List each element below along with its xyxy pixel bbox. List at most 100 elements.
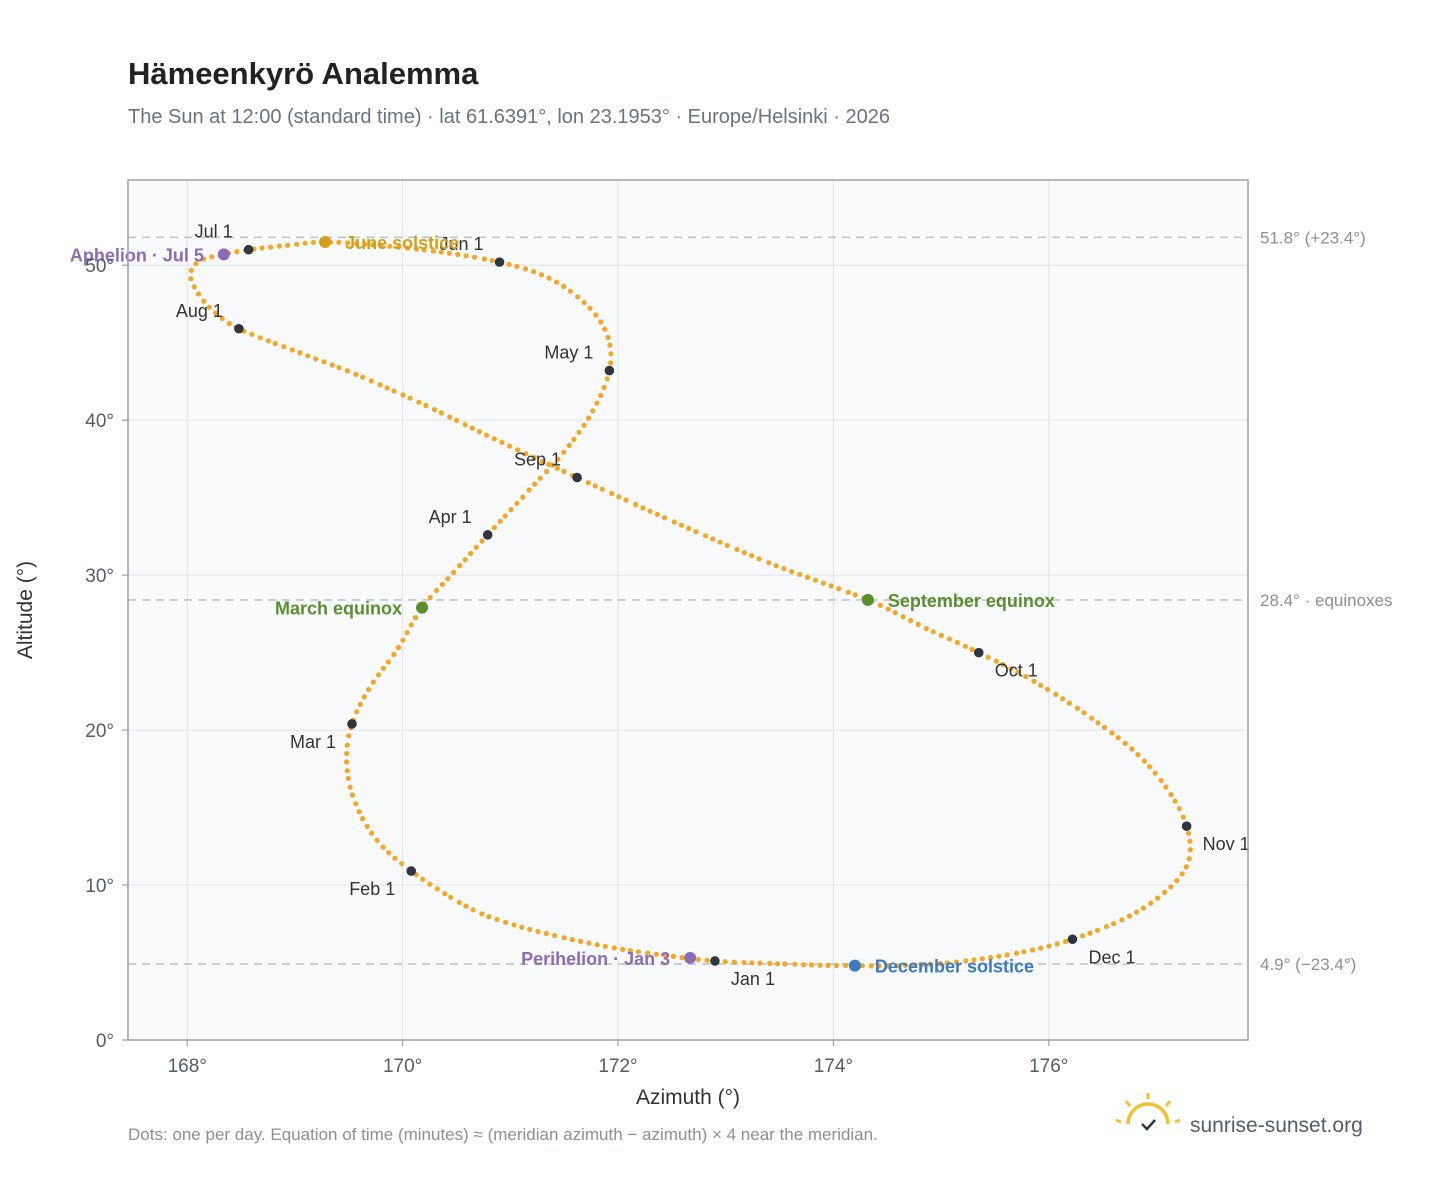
daily-dot	[219, 315, 225, 322]
month-label: May 1	[544, 343, 593, 363]
daily-dot	[1168, 884, 1174, 890]
daily-dot	[497, 518, 503, 524]
daily-dot	[196, 291, 202, 297]
daily-dot	[585, 480, 591, 486]
daily-dot	[479, 538, 485, 544]
daily-dot	[1179, 871, 1185, 877]
daily-dot	[507, 443, 513, 449]
daily-dot	[1053, 691, 1059, 698]
daily-dot	[360, 374, 366, 380]
reference-line-label: 28.4° · equinoxes	[1260, 591, 1393, 610]
daily-dot	[430, 248, 436, 254]
daily-dot	[722, 959, 728, 965]
daily-dot	[734, 546, 740, 553]
daily-dot	[191, 284, 197, 290]
daily-dot	[302, 240, 308, 246]
daily-dot	[812, 577, 819, 583]
daily-dot	[259, 245, 265, 251]
daily-dot	[586, 940, 592, 946]
daily-dot	[774, 961, 781, 967]
daily-dot	[828, 583, 834, 589]
daily-dot	[404, 245, 410, 251]
daily-dot	[1066, 700, 1072, 706]
month-label: Jan 1	[731, 969, 775, 989]
daily-dot	[448, 894, 454, 900]
month-label: Dec 1	[1088, 947, 1135, 967]
daily-dot	[1140, 905, 1146, 911]
daily-dot	[731, 959, 738, 965]
event-label: December solstice	[875, 957, 1034, 977]
daily-dot	[1174, 878, 1180, 884]
daily-dot	[653, 951, 660, 957]
daily-dot	[1162, 889, 1168, 896]
daily-dot	[741, 959, 747, 966]
daily-dot	[569, 937, 575, 943]
grid	[128, 180, 1248, 1041]
daily-dot	[384, 385, 390, 391]
daily-dot	[1168, 792, 1174, 798]
daily-dot	[484, 432, 490, 438]
event-marker	[217, 248, 230, 261]
daily-dot	[627, 948, 633, 954]
daily-dot	[427, 594, 433, 601]
daily-dot	[1163, 784, 1169, 790]
y-tick-label: 30°	[85, 566, 114, 587]
daily-dot	[678, 522, 685, 528]
daily-dot	[407, 395, 413, 401]
brand-link[interactable]: sunrise-sunset.org	[1190, 1114, 1363, 1137]
daily-dot	[469, 425, 475, 431]
daily-dot	[1148, 900, 1154, 906]
daily-dot	[268, 244, 274, 250]
daily-dot	[416, 399, 422, 405]
daily-dot	[633, 501, 639, 508]
daily-dot	[234, 249, 240, 255]
event-marker	[416, 601, 428, 614]
daily-dot	[442, 891, 448, 897]
month-label: Sep 1	[514, 450, 561, 470]
daily-dot	[561, 449, 567, 455]
daily-dot	[336, 239, 342, 245]
daily-dot	[546, 275, 552, 281]
daily-dot	[473, 544, 479, 550]
daily-dot	[427, 881, 433, 887]
daily-dot	[647, 508, 653, 514]
daily-dot	[1029, 947, 1036, 953]
daily-dot	[206, 304, 212, 310]
daily-dot	[645, 950, 651, 956]
x-axis-label: Azimuth (°)	[636, 1086, 740, 1109]
daily-dot	[971, 957, 977, 963]
daily-dot	[438, 249, 444, 255]
daily-dot	[877, 602, 884, 609]
chart-subtitle: The Sun at 12:00 (standard time) · lat 6…	[128, 106, 890, 128]
daily-dot	[1186, 856, 1192, 862]
daily-dot	[1000, 662, 1006, 668]
daily-dot	[486, 914, 492, 920]
daily-dot	[370, 679, 376, 685]
daily-dot	[1054, 941, 1060, 947]
daily-dot	[281, 344, 287, 350]
daily-dot	[413, 615, 419, 621]
daily-dot	[439, 581, 445, 588]
daily-dot	[1172, 798, 1178, 804]
daily-dot	[499, 439, 505, 445]
daily-dot	[1103, 924, 1109, 930]
daily-dot	[380, 665, 386, 672]
daily-dot	[413, 246, 420, 252]
daily-dot	[336, 365, 342, 371]
daily-dot	[201, 298, 207, 304]
daily-dot	[456, 899, 462, 906]
daily-dot	[608, 360, 614, 366]
month-label: Feb 1	[349, 879, 395, 899]
daily-dot	[527, 926, 533, 933]
daily-dot	[1176, 806, 1182, 812]
daily-dot	[581, 299, 587, 306]
daily-dot	[423, 402, 429, 409]
daily-dot	[609, 490, 615, 497]
daily-dot	[1115, 735, 1121, 741]
brand-name[interactable]: sunrise-sunset.org	[1190, 1114, 1363, 1137]
month-marker	[347, 719, 357, 729]
daily-dot	[575, 294, 581, 300]
daily-dot	[345, 775, 351, 782]
daily-dot	[635, 949, 642, 955]
